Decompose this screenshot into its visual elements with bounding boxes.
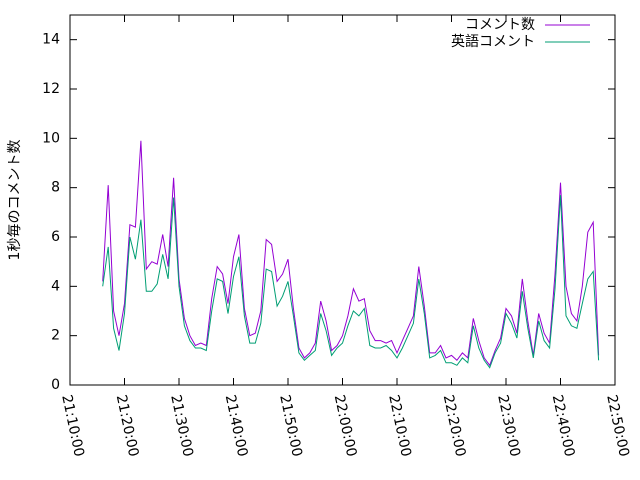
x-tick-label: 21:20:00: [113, 393, 142, 458]
x-tick-label: 21:10:00: [58, 393, 87, 458]
y-axis-label: 1秒毎のコメント数: [7, 140, 23, 261]
plot-border: [69, 14, 616, 386]
y-tick-label: 12: [42, 81, 60, 97]
x-tick-label: 21:30:00: [167, 393, 196, 458]
y-tick-label: 2: [51, 328, 60, 344]
x-tick-label: 22:50:00: [603, 393, 632, 458]
x-tick-label: 21:50:00: [276, 393, 305, 458]
legend-label: 英語コメント: [451, 33, 535, 50]
x-tick-label: 22:30:00: [494, 393, 523, 458]
x-tick-label: 21:40:00: [222, 393, 251, 458]
y-tick-label: 0: [51, 377, 60, 393]
x-tick-label: 22:10:00: [385, 393, 414, 458]
x-tick-label: 22:20:00: [440, 393, 469, 458]
y-tick-label: 10: [42, 130, 60, 146]
x-tick-label: 22:40:00: [549, 393, 578, 458]
legend-label: コメント数: [465, 17, 535, 33]
series-line: [102, 140, 600, 367]
y-tick-label: 8: [51, 180, 60, 196]
y-tick-label: 6: [51, 229, 60, 245]
y-tick-label: 4: [51, 278, 60, 294]
x-tick-label: 22:00:00: [331, 393, 360, 458]
y-tick-label: 14: [42, 32, 60, 48]
series-line: [102, 195, 600, 369]
